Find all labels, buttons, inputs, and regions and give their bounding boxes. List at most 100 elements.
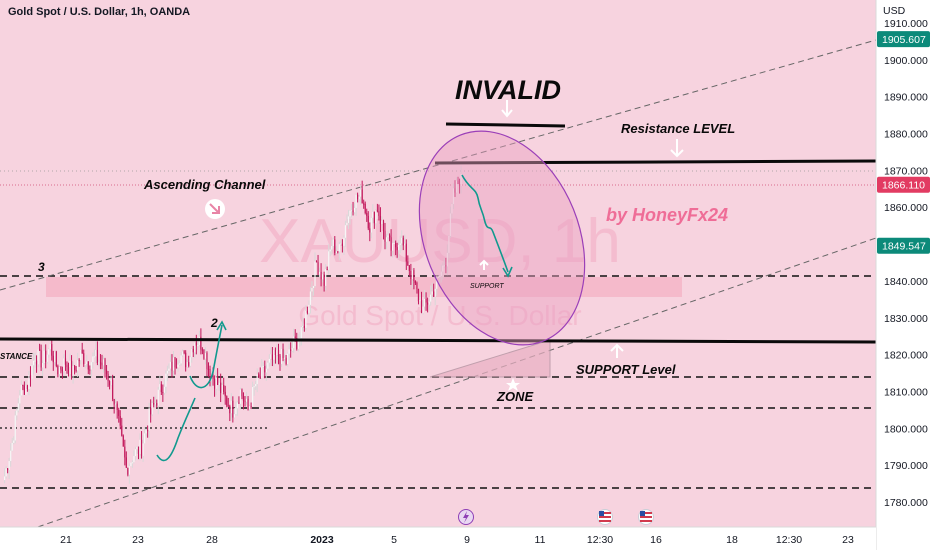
candle-body	[194, 342, 196, 353]
candle-body	[40, 350, 42, 368]
candle-body	[35, 360, 38, 365]
candle-body	[58, 367, 60, 375]
candle-body	[122, 435, 124, 447]
x-tick-label: 28	[206, 534, 218, 546]
candle-body	[430, 294, 432, 302]
candle-body	[335, 251, 337, 253]
candle-body	[171, 361, 173, 371]
time-axis[interactable]: 21 23 28 2023 5 9 11 12:30 16 18 12:30 23	[0, 526, 876, 550]
candle-body	[326, 269, 328, 271]
candle-body	[264, 365, 266, 373]
price-axis[interactable]: USD 1910.000 1900.000 1890.000 1880.000 1870…	[875, 0, 932, 550]
candle-body	[376, 210, 378, 212]
wave-arrow-2	[189, 320, 227, 389]
us-flag-icon[interactable]	[638, 509, 654, 525]
candle-body	[350, 210, 353, 212]
x-tick-label: 2023	[310, 534, 334, 546]
candle-body	[439, 275, 441, 277]
candles	[4, 165, 462, 484]
candle-body	[449, 213, 452, 237]
candle-body	[392, 243, 394, 251]
candle-body	[408, 265, 410, 271]
candle-body	[405, 243, 407, 262]
candle-body	[303, 325, 305, 328]
candle-body	[46, 354, 48, 362]
candle-body	[248, 406, 251, 410]
candle-body	[385, 237, 388, 242]
candle-body	[445, 265, 447, 267]
candle-body	[387, 235, 389, 238]
candle-body	[201, 349, 204, 351]
candle-body	[353, 207, 356, 213]
candle-body	[137, 446, 140, 454]
candle-body	[229, 405, 231, 414]
candle-body	[427, 302, 429, 305]
candle-body	[38, 349, 41, 351]
price-tags: 1905.607 1866.110 1849.547	[877, 31, 930, 254]
candle-body	[384, 230, 386, 242]
candle-body	[280, 348, 283, 364]
candle-body	[134, 449, 137, 457]
time-axis-background	[0, 527, 876, 550]
ascending-channel-arrow-icon	[205, 199, 225, 219]
candle-body	[115, 403, 117, 405]
candle-body	[378, 211, 380, 216]
candle-body	[133, 456, 135, 463]
candle-body	[332, 239, 334, 247]
candle-body	[314, 261, 316, 287]
candle-body	[124, 446, 126, 458]
candle-body	[131, 462, 134, 464]
candle-body	[448, 236, 450, 253]
candle-body	[258, 374, 260, 377]
candle-body	[360, 189, 362, 197]
candle-body	[455, 180, 458, 193]
candle-body	[410, 270, 412, 280]
candle-body	[398, 244, 400, 251]
candle-body	[343, 237, 345, 246]
candle-body	[230, 400, 232, 414]
candle-body	[14, 415, 16, 441]
candle-body	[162, 392, 164, 394]
candle-body	[232, 400, 234, 418]
candle-body	[399, 243, 401, 245]
candle-body	[247, 398, 249, 410]
candle-body	[309, 291, 312, 305]
candle-body	[443, 265, 445, 267]
event-icons[interactable]	[458, 509, 654, 525]
candle-body	[239, 389, 242, 404]
candle-body	[98, 362, 100, 364]
x-tick-label: 11	[535, 534, 546, 546]
candle-body	[458, 183, 461, 187]
candle-body	[61, 369, 64, 372]
candle-body	[93, 356, 95, 358]
candle-body	[241, 389, 243, 397]
candle-body	[125, 457, 127, 468]
candle-body	[104, 359, 106, 371]
candle-body	[446, 252, 448, 267]
candle-body	[140, 439, 143, 456]
x-tick-label: 18	[726, 534, 738, 546]
candle-body	[261, 366, 263, 379]
candle-body	[159, 384, 161, 390]
candle-body	[274, 350, 277, 356]
candle-body	[63, 358, 65, 372]
candle-body	[119, 415, 121, 426]
candle-body	[130, 462, 132, 467]
candle-body	[52, 355, 54, 363]
candle-body	[367, 215, 369, 229]
lightning-event-icon[interactable]	[458, 509, 474, 525]
candle-body	[440, 271, 442, 276]
ascending-channel	[0, 39, 877, 541]
candle-body	[110, 379, 112, 386]
x-tick-labels: 21 23 28 2023 5 9 11 12:30 16 18 12:30 23	[60, 534, 854, 546]
candle-body	[312, 286, 315, 289]
candle-body	[83, 353, 85, 365]
candle-body	[422, 306, 424, 313]
us-flag-icon[interactable]	[597, 509, 613, 525]
candle-body	[37, 349, 39, 365]
candle-body	[75, 369, 77, 371]
zone-star-icon	[506, 378, 520, 391]
candle-body	[370, 217, 372, 233]
